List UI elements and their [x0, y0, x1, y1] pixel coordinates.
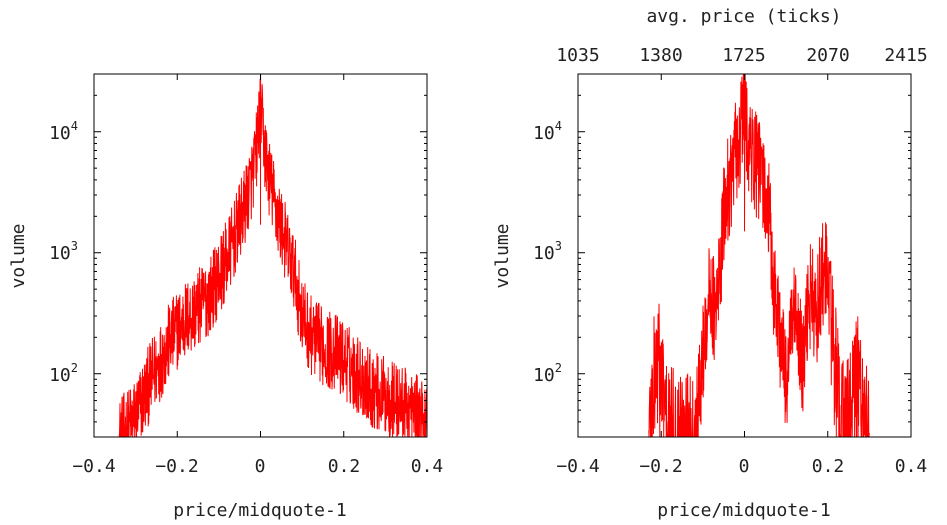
right-yaxis-label: volume	[492, 223, 513, 288]
right-xtick-label-0.2: 0.2	[812, 456, 845, 477]
right-xtick-label-neg0.2: −0.2	[639, 456, 682, 477]
right-panel: 104 103 102 −0.4 −0.2 0 0.2 0.4 1035 138…	[492, 6, 928, 521]
right-plot-area	[648, 73, 870, 438]
left-xaxis-label: price/midquote-1	[173, 500, 346, 521]
left-xtick-label-0.2: 0.2	[328, 456, 361, 477]
right-series-line	[648, 73, 870, 438]
left-ticks	[93, 73, 428, 438]
left-ytick-label-1e4: 104	[49, 119, 78, 144]
left-xtick-label-0.4: 0.4	[411, 456, 444, 477]
right-xtick-label-0.4: 0.4	[895, 456, 928, 477]
left-series-line	[118, 73, 428, 438]
right-xtick-label-neg0.4: −0.4	[556, 456, 599, 477]
right-top-tick-label-2415: 2415	[884, 45, 927, 66]
right-ticks	[577, 73, 912, 438]
right-top-tick-label-1725: 1725	[722, 45, 765, 66]
right-xtick-label-0: 0	[739, 456, 750, 477]
left-panel: 104 103 102 −0.4 −0.2 0 0.2 0.4 price/mi…	[8, 73, 444, 521]
right-ytick-label-1e4: 104	[533, 119, 562, 144]
right-xaxis-label: price/midquote-1	[657, 500, 830, 521]
right-top-tick-label-1035: 1035	[556, 45, 599, 66]
left-ytick-label-1e2: 102	[49, 361, 78, 386]
left-plot-area	[118, 73, 428, 438]
left-yaxis-label: volume	[8, 223, 29, 288]
left-xtick-label-0: 0	[255, 456, 266, 477]
right-ytick-label-1e2: 102	[533, 361, 562, 386]
left-ytick-label-1e3: 103	[49, 239, 78, 264]
right-top-axis-label: avg. price (ticks)	[646, 6, 841, 27]
right-ytick-label-1e3: 103	[533, 239, 562, 264]
left-xtick-label-neg0.2: −0.2	[155, 456, 198, 477]
right-top-tick-label-2070: 2070	[806, 45, 849, 66]
right-top-tick-label-1380: 1380	[639, 45, 682, 66]
left-xtick-label-neg0.4: −0.4	[72, 456, 115, 477]
